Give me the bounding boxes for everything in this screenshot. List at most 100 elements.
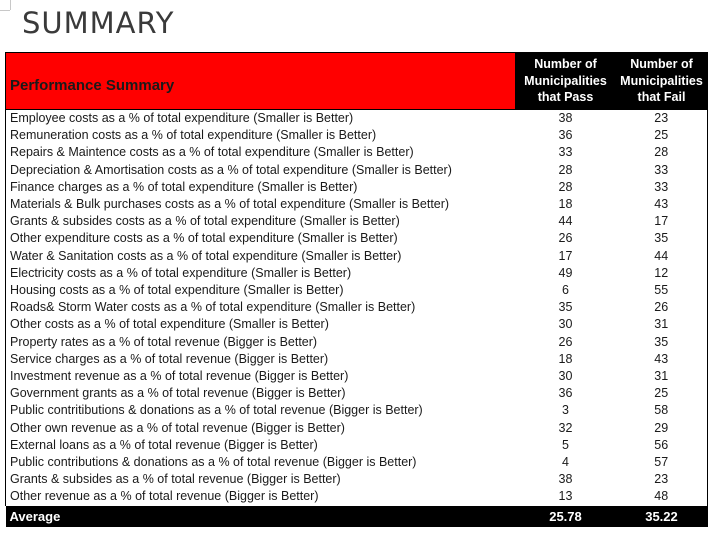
header-performance-summary: Performance Summary: [5, 52, 516, 110]
header-fail-count: Number of Municipalities that Fail: [615, 52, 708, 110]
row-fail-count: 31: [615, 316, 708, 334]
corner-rule-vertical: [10, 0, 11, 10]
average-fail-value: 35.22: [615, 505, 708, 527]
row-pass-count: 38: [558, 472, 573, 487]
row-fail-count: 28: [615, 144, 708, 162]
row-metric-label: Remuneration costs as a % of total expen…: [5, 127, 516, 145]
row-metric-label: External loans as a % of total revenue (…: [5, 436, 516, 455]
row-metric-label: Government grants as a % of total revenu…: [5, 385, 516, 403]
table-row: Repairs & Maintence costs as a % of tota…: [5, 144, 708, 162]
row-pass-count: 30: [558, 317, 573, 332]
row-pass-count: 49: [558, 265, 573, 280]
row-pass-count: 36: [558, 128, 573, 143]
row-fail-count: 12: [615, 264, 708, 283]
row-pass-count: 26: [558, 334, 573, 349]
header-fail-line-3: that Fail: [637, 90, 686, 105]
row-pass-count: 32: [558, 420, 573, 435]
row-fail-count: 33: [615, 178, 708, 197]
row-pass-count: 18: [558, 197, 573, 212]
row-metric-label: Grants & subsides as a % of total revenu…: [5, 471, 516, 489]
row-metric-label: Water & Sanitation costs as a % of total…: [5, 247, 516, 265]
table-row: Public contributions & donations as a % …: [5, 454, 708, 472]
row-fail-count: 56: [615, 436, 708, 455]
row-fail-count: 25: [615, 127, 708, 145]
table-row: Other revenue as a % of total revenue (B…: [5, 488, 708, 506]
average-row: Average 25.78 35.22: [5, 505, 708, 527]
header-pass-line-2: Municipalities: [524, 73, 607, 88]
table-row: Other costs as a % of total expenditure …: [5, 316, 708, 334]
row-pass-count: 33: [558, 145, 573, 160]
average-label: Average: [5, 505, 516, 527]
row-pass-count: 13: [558, 489, 573, 504]
table-row: Depreciation & Amortisation costs as a %…: [5, 161, 708, 179]
row-fail-count: 35: [615, 333, 708, 351]
row-metric-label: Materials & Bulk purchases costs as a % …: [5, 196, 516, 214]
row-metric-label: Other expenditure costs as a % of total …: [5, 230, 516, 248]
row-fail-count: 33: [615, 161, 708, 179]
row-fail-count: 58: [615, 402, 708, 420]
row-pass-count: 38: [558, 111, 573, 125]
table-row: Roads& Storm Water costs as a % of total…: [5, 299, 708, 317]
row-metric-label: Grants & subsides costs as a % of total …: [5, 213, 516, 231]
row-metric-label: Depreciation & Amortisation costs as a %…: [5, 161, 516, 179]
row-fail-count: 23: [615, 471, 708, 489]
table-row: Grants & subsides costs as a % of total …: [5, 213, 708, 231]
row-pass-count: 30: [558, 369, 573, 384]
row-pass-count: 35: [558, 300, 573, 315]
table-row: Electricity costs as a % of total expend…: [5, 264, 708, 283]
table-row: Public contritibutions & donations as a …: [5, 402, 708, 420]
row-metric-label: Service charges as a % of total revenue …: [5, 350, 516, 369]
table-row: Other own revenue as a % of total revenu…: [5, 419, 708, 437]
row-metric-label: Public contritibutions & donations as a …: [5, 402, 516, 420]
row-fail-count: 26: [615, 299, 708, 317]
row-metric-label: Other own revenue as a % of total revenu…: [5, 419, 516, 437]
header-pass-count: Number of Municipalities that Pass: [515, 52, 616, 110]
row-fail-count: 48: [615, 488, 708, 506]
header-fail-line-1: Number of: [630, 57, 693, 72]
row-fail-count: 43: [615, 196, 708, 214]
table-row: Other expenditure costs as a % of total …: [5, 230, 708, 248]
row-pass-count: 44: [558, 214, 573, 229]
row-pass-count: 5: [562, 437, 569, 452]
row-metric-label: Other costs as a % of total expenditure …: [5, 316, 516, 334]
row-pass-count: 18: [558, 351, 573, 366]
row-pass-count: 3: [562, 403, 569, 418]
row-metric-label: Electricity costs as a % of total expend…: [5, 264, 516, 283]
table-header-row: Performance Summary Number of Municipali…: [5, 52, 708, 110]
row-fail-count: 43: [615, 350, 708, 369]
row-pass-count: 6: [562, 283, 569, 298]
average-pass-value: 25.78: [515, 505, 616, 527]
row-metric-label: Finance charges as a % of total expendit…: [5, 178, 516, 197]
table-row: Property rates as a % of total revenue (…: [5, 333, 708, 351]
row-fail-count: 25: [615, 385, 708, 403]
row-metric-label: Investment revenue as a % of total reven…: [5, 368, 516, 386]
table-row: Investment revenue as a % of total reven…: [5, 368, 708, 386]
header-pass-line-1: Number of: [534, 57, 597, 72]
table-row: Service charges as a % of total revenue …: [5, 350, 708, 369]
header-pass-line-3: that Pass: [537, 90, 594, 105]
row-metric-label: Repairs & Maintence costs as a % of tota…: [5, 144, 516, 162]
table-row: Employee costs as a % of total expenditu…: [5, 109, 708, 128]
table-row: Housing costs as a % of total expenditur…: [5, 282, 708, 300]
table-row: External loans as a % of total revenue (…: [5, 436, 708, 455]
row-metric-label: Property rates as a % of total revenue (…: [5, 333, 516, 351]
header-fail-line-2: Municipalities: [620, 73, 703, 88]
row-metric-label: Other revenue as a % of total revenue (B…: [5, 488, 516, 506]
table-row: Government grants as a % of total revenu…: [5, 385, 708, 403]
corner-rule-horizontal: [0, 10, 10, 11]
row-fail-count: 29: [615, 419, 708, 437]
slide-title: SUMMARY: [22, 6, 175, 40]
row-metric-label: Public contributions & donations as a % …: [5, 454, 516, 472]
table-row: Remuneration costs as a % of total expen…: [5, 127, 708, 145]
row-metric-label: Employee costs as a % of total expenditu…: [5, 109, 516, 128]
row-fail-count: 31: [615, 368, 708, 386]
row-pass-count: 4: [562, 455, 569, 470]
table-row: Finance charges as a % of total expendit…: [5, 178, 708, 197]
table-row: Materials & Bulk purchases costs as a % …: [5, 196, 708, 214]
row-pass-count: 17: [558, 248, 573, 263]
table-row: Grants & subsides as a % of total revenu…: [5, 471, 708, 489]
row-pass-count: 28: [558, 162, 573, 177]
table-row: Water & Sanitation costs as a % of total…: [5, 247, 708, 265]
row-pass-count: 28: [558, 179, 573, 194]
row-fail-count: 23: [615, 109, 708, 128]
